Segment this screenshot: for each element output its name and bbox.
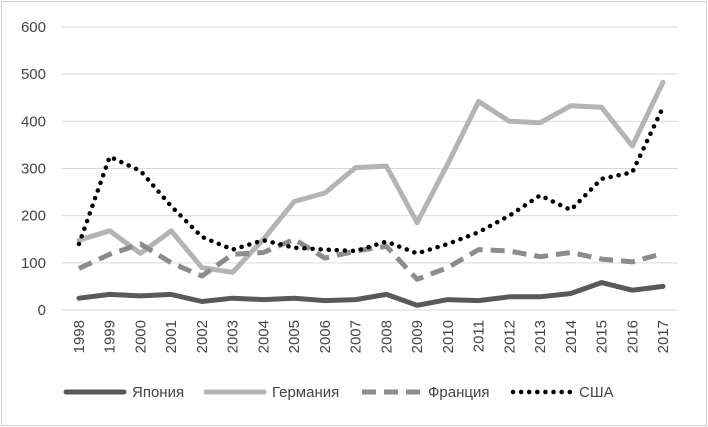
x-tick-label: 2007 [348,320,365,353]
y-axis-ticks: 0 100 200 300 400 500 600 [21,19,46,319]
y-tick-label: 400 [21,113,46,130]
x-tick-label: 2001 [163,320,180,353]
x-tick-label: 2006 [317,320,334,353]
x-tick-label: 2005 [286,320,303,353]
x-tick-label: 2011 [471,320,488,352]
x-axis-ticks: 1998 1999 2000 2001 2002 2003 2004 2005 2006 2007… [71,320,672,353]
y-tick-label: 300 [21,161,46,178]
series-lines [76,79,666,308]
x-tick-label: 2012 [501,320,518,353]
y-tick-label: 600 [21,19,46,36]
x-tick-label: 2000 [132,320,149,353]
x-tick-label: 2014 [563,320,580,353]
y-tick-label: 200 [21,208,46,225]
x-tick-label: 2010 [440,320,457,353]
series-line-2 [77,236,664,282]
series-line-1 [76,79,666,275]
y-tick-label: 0 [38,302,46,319]
legend-label: США [579,384,614,401]
x-tick-label: 2016 [624,320,641,353]
x-tick-label: 2013 [532,320,549,353]
series-line-0 [76,280,666,308]
series-line-3 [76,104,666,256]
y-tick-label: 100 [21,255,46,272]
x-tick-label: 2008 [378,320,395,353]
x-tick-label: 2017 [655,320,672,353]
x-tick-label: 2003 [225,320,242,353]
legend-label: Германия [272,384,339,401]
gridlines [62,26,678,311]
x-tick-label: 1998 [71,320,88,353]
x-tick-label: 2015 [594,320,611,353]
legend: Япония Германия Франция США [63,384,614,401]
x-tick-label: 2004 [255,320,272,353]
y-tick-label: 500 [21,66,46,83]
x-tick-label: 1999 [102,320,119,353]
legend-label: Франция [428,384,489,401]
x-tick-label: 2009 [409,320,426,353]
legend-label: Япония [132,384,184,401]
x-tick-label: 2002 [194,320,211,353]
